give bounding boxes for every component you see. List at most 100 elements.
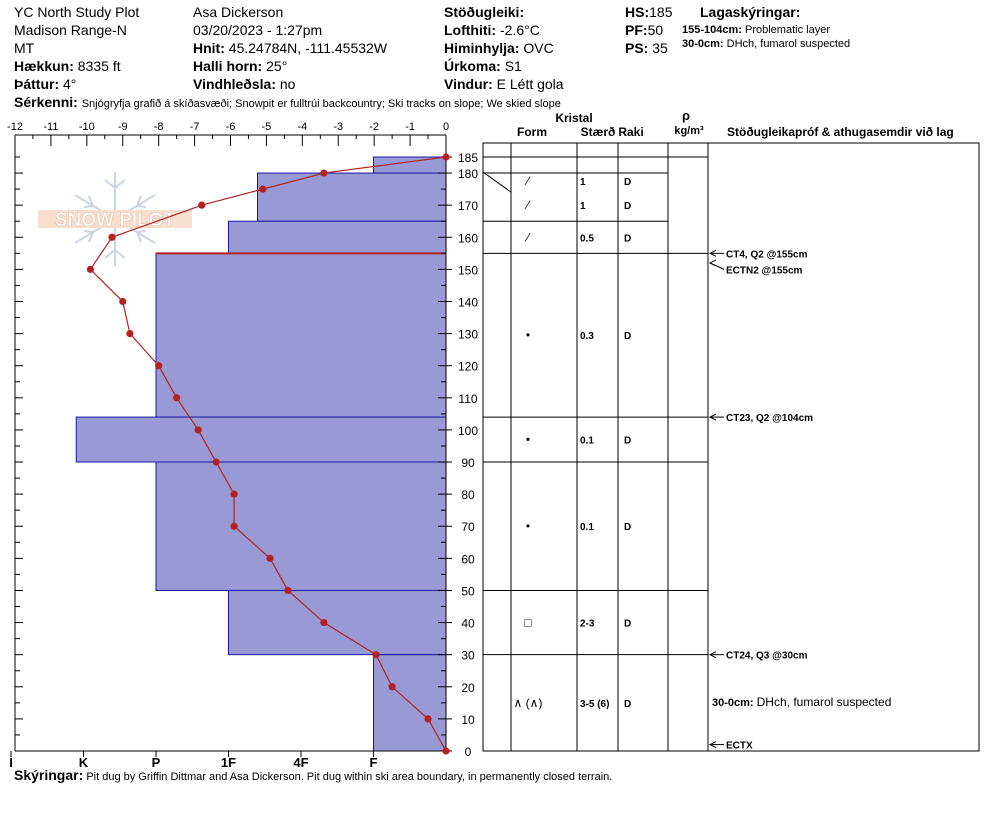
- depth-tick-label: 120: [458, 360, 478, 374]
- temperature-tick-label: -10: [79, 121, 95, 133]
- temperature-point: [194, 426, 202, 434]
- wind: Vindur: E Létt gola: [444, 76, 564, 92]
- stability-test: ECTN2 @155cm: [726, 265, 803, 276]
- layer-moisture: D: [624, 699, 631, 710]
- temperature-point: [284, 586, 292, 595]
- observer: Asa Dickerson: [193, 4, 284, 20]
- depth-tick-label: 150: [458, 263, 478, 277]
- crystal-form: ⁄: [524, 198, 531, 212]
- hardness-tick-label: 1F: [221, 755, 236, 770]
- depth-tick-label: 30: [461, 649, 475, 663]
- temperature-point: [86, 265, 95, 273]
- stability-test: ECTX: [726, 741, 753, 752]
- features: Sérkenni: Snjógryfja grafið á skíðasvæði…: [14, 94, 561, 110]
- temperature-point: [155, 362, 163, 370]
- layer-moisture: D: [624, 522, 631, 533]
- depth-tick-label: 185: [458, 151, 478, 165]
- depth-tick-label: 130: [458, 328, 478, 342]
- density-header: ρ: [682, 108, 690, 123]
- crystal-form: ⁄: [524, 230, 531, 244]
- crystal-size: 0.1: [580, 436, 594, 447]
- crystal-form: •: [526, 519, 530, 533]
- temperature-point: [259, 185, 267, 193]
- slope-angle: Halli horn: 25°: [193, 58, 288, 74]
- snowpilot-watermark: SNOW PILOT: [38, 172, 192, 266]
- air-temp: Lofthiti: -2.6°C: [444, 22, 540, 38]
- temperature-point: [230, 490, 238, 498]
- temperature-point: [266, 554, 274, 562]
- layer-moisture: D: [624, 201, 631, 212]
- depth-tick-label: 0: [465, 745, 472, 759]
- depth-tick-label: 110: [458, 392, 477, 406]
- test-arrowhead: [708, 651, 717, 659]
- depth-tick-label: 10: [461, 713, 475, 727]
- temperature-tick-label: -1: [405, 121, 415, 133]
- temperature-point: [388, 683, 396, 691]
- depth-tick-label: 180: [458, 167, 478, 181]
- precipitation: Úrkoma: S1: [444, 58, 522, 74]
- temperature-tick-label: -12: [7, 121, 23, 133]
- depth-tick-label: 170: [458, 199, 478, 213]
- temperature-point: [442, 153, 450, 161]
- crystal-form: •: [526, 433, 530, 447]
- temperature-tick-label: -2: [369, 121, 379, 133]
- layer-moisture: D: [624, 177, 631, 188]
- test-arrowhead: [708, 413, 717, 421]
- temperature-point: [320, 618, 328, 627]
- hardness-bar: [155, 461, 447, 591]
- temperature-point: [320, 169, 328, 177]
- footer-notes: Skýringar: Pit dug by Griffin Dittmar an…: [14, 767, 613, 783]
- crystal-form: •: [526, 328, 530, 342]
- temperature-tick-label: -7: [190, 121, 200, 133]
- stability-test: CT24, Q3 @30cm: [726, 651, 808, 662]
- range-name: Madison Range-N: [14, 22, 127, 38]
- elevation: Hækkun: 8335 ft: [14, 58, 121, 74]
- depth-tick-label: 60: [461, 552, 475, 566]
- coordinates: Hnit: 45.24784N, -111.45532W: [193, 40, 388, 56]
- ps-value: PS: 35: [625, 40, 668, 56]
- layer-moisture: D: [624, 233, 631, 244]
- snow-profile-chart: SNOW PILOT -12 -11 -10 -9 -8 -7 -6 -5 -4 -3 -2 -1 00…: [7, 108, 980, 770]
- crystal-size: 0.5: [580, 233, 594, 244]
- hardness-bar: [75, 416, 447, 463]
- stability-test: CT23, Q2 @104cm: [726, 413, 813, 424]
- stability: Stöðugleiki:: [444, 4, 525, 20]
- temperature-tick-label: -3: [333, 121, 343, 133]
- hardness-tick-label: K: [79, 755, 89, 770]
- temperature-point: [372, 651, 380, 659]
- depth-tick-label: 70: [461, 520, 475, 534]
- crystal-size: 0.1: [580, 522, 594, 533]
- crystal-size: 1: [580, 201, 586, 212]
- depth-connector: [482, 171, 512, 193]
- temperature-point: [198, 201, 206, 209]
- crystal-size: 1: [580, 177, 586, 188]
- crystal-size: 2-3: [580, 619, 595, 630]
- depth-tick-label: 100: [458, 424, 478, 438]
- layer-notes-title: Lagaskýringar:: [700, 4, 801, 20]
- aspect: Þáttur: 4°: [14, 76, 77, 92]
- layer-comment-text: DHch, fumarol suspected: [757, 695, 892, 709]
- state-name: MT: [14, 40, 35, 56]
- depth-tick-label: 90: [461, 456, 475, 470]
- temperature-point: [230, 522, 238, 530]
- crystal-form: ∧ (∧): [514, 696, 543, 710]
- layer-moisture: D: [624, 331, 631, 342]
- size-header: Stærð: [581, 125, 616, 139]
- density-unit: kg/m³: [674, 125, 704, 137]
- pf-value: PF:50: [625, 22, 664, 38]
- temperature-tick-label: -9: [118, 121, 128, 133]
- depth-tick-label: 20: [461, 681, 475, 695]
- sky-cover: Himinhylja: OVC: [444, 40, 554, 56]
- plot-name: YC North Study Plot: [14, 4, 140, 20]
- layer-note-1: 155-104cm: Problematic layer: [682, 24, 830, 36]
- temperature-tick-label: -4: [297, 121, 307, 133]
- temperature-point: [119, 297, 127, 306]
- hardness-bar: [228, 220, 447, 254]
- tests-header: Stöðugleikapróf & athugasemdir við lag: [727, 125, 954, 139]
- depth-tick-label: 140: [458, 295, 478, 309]
- hardness-bar: [257, 172, 447, 222]
- wind-loading: Vindhleðsla: no: [193, 76, 296, 92]
- temperature-tick-label: -5: [262, 121, 272, 133]
- depth-tick-label: 80: [461, 488, 475, 502]
- hardness-tick-label: 4F: [293, 755, 308, 770]
